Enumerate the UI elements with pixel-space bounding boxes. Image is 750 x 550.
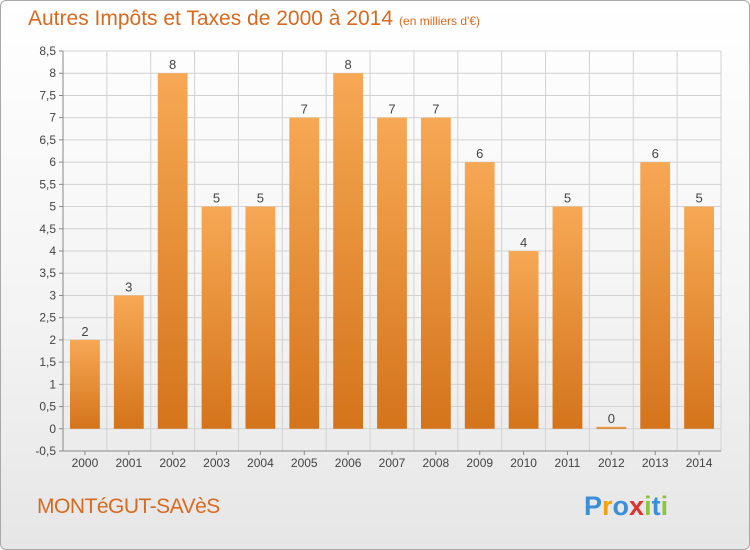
data-label: 3	[125, 279, 132, 294]
logo-letter: i	[660, 491, 669, 521]
x-tick-label: 2000	[72, 456, 99, 470]
y-tick-label: -0,5	[35, 444, 56, 458]
logo-letter: x	[629, 491, 645, 521]
y-tick-label: 0	[49, 422, 56, 436]
x-tick-label: 2003	[203, 456, 230, 470]
data-label: 7	[301, 102, 308, 117]
bar-2006	[333, 73, 364, 429]
y-tick-label: 8,5	[39, 44, 56, 58]
logo-letter: r	[602, 491, 613, 521]
bar-2003	[201, 206, 232, 429]
x-tick-label: 2005	[291, 456, 318, 470]
data-label: 6	[476, 146, 483, 161]
y-tick-label: 5,5	[39, 177, 56, 191]
logo-letter: t	[651, 491, 661, 521]
y-tick-label: 3,5	[39, 266, 56, 280]
y-tick-label: 3	[49, 288, 56, 302]
axes: -0,5 0 0,5 1 1,5 2 2,5 3 3,5 4 4,5 5 5,5 6 6,5 7 7,5 8 8,5…	[35, 44, 721, 470]
bar-2009	[464, 162, 495, 429]
bar-2013	[640, 162, 671, 429]
bar-2002	[157, 73, 188, 429]
y-tick-label: 6,5	[39, 133, 56, 147]
bar-2004	[245, 206, 276, 429]
y-tick-label: 4	[49, 244, 56, 258]
y-tick-label: 2,5	[39, 311, 56, 325]
y-tick-label: 1	[49, 377, 56, 391]
data-label: 7	[432, 102, 439, 117]
x-tick-label: 2014	[686, 456, 713, 470]
y-tick-label: 6	[49, 155, 56, 169]
bar-2005	[289, 117, 320, 429]
logo-letter: P	[584, 491, 603, 521]
bar-2007	[377, 117, 407, 429]
bars	[70, 73, 714, 429]
bar-2011	[552, 206, 583, 429]
y-tick-label: 1,5	[39, 355, 56, 369]
proxiti-logo[interactable]: Proxiti	[584, 491, 668, 522]
x-tick-label: 2001	[115, 456, 142, 470]
y-tick-label: 5	[49, 200, 56, 214]
x-tick-label: 2011	[555, 456, 581, 470]
x-tick-label: 2007	[379, 456, 406, 470]
y-tick-label: 0,5	[39, 400, 56, 414]
title-row: Autres Impôts et Taxes de 2000 à 2014 (en…	[28, 7, 480, 31]
data-label: 2	[81, 324, 88, 339]
x-tick-label: 2006	[335, 456, 362, 470]
x-tick-label: 2012	[598, 456, 625, 470]
data-label: 8	[345, 57, 352, 72]
y-tick-label: 7,5	[39, 88, 56, 102]
data-label: 5	[213, 191, 220, 206]
data-labels: 2 3 8 5 5 7 8 7 7 6 4 5 0 6 5	[81, 57, 702, 426]
x-tick-label: 2010	[510, 456, 537, 470]
x-tick-label: 2008	[423, 456, 450, 470]
y-tick-label: 7	[49, 111, 56, 125]
bar-2014	[684, 206, 714, 429]
bar-2000	[70, 339, 100, 429]
data-label: 4	[520, 235, 527, 250]
x-tick-label: 2009	[466, 456, 493, 470]
bar-2010	[508, 251, 539, 429]
commune-name: MONTéGUT-SAVèS	[37, 495, 220, 518]
x-tick-label: 2013	[642, 456, 669, 470]
bar-2012	[596, 426, 627, 429]
x-tick-label: 2004	[247, 456, 274, 470]
bar-2008	[420, 117, 451, 429]
data-label: 0	[608, 411, 615, 426]
data-label: 7	[388, 102, 395, 117]
y-tick-label: 2	[49, 333, 56, 347]
chart-title: Autres Impôts et Taxes de 2000 à 2014	[28, 7, 394, 30]
logo-letter: o	[612, 491, 630, 521]
data-label: 5	[695, 191, 702, 206]
logo-letter: i	[644, 491, 652, 521]
x-tick-label: 2002	[159, 456, 186, 470]
data-label: 5	[257, 191, 264, 206]
bar-2001	[113, 295, 144, 429]
y-tick-label: 4,5	[39, 222, 56, 236]
data-label: 6	[652, 146, 659, 161]
chart-subtitle: (en milliers d'€)	[399, 14, 481, 28]
data-label: 5	[564, 191, 571, 206]
y-tick-label: 8	[49, 66, 56, 80]
data-label: 8	[169, 57, 176, 72]
